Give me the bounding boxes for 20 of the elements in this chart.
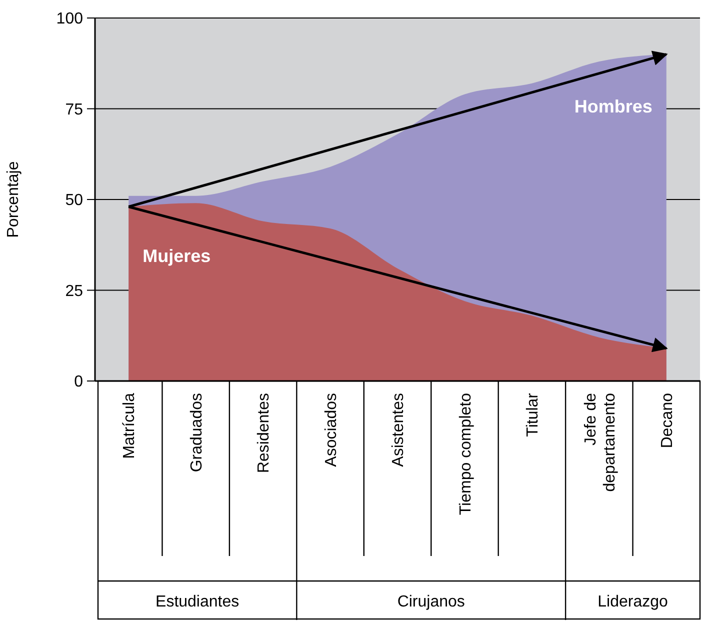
y-tick-label: 100	[56, 10, 84, 28]
x-tick-label: Asociados	[322, 393, 340, 467]
x-tick-label: Tiempo completo	[457, 392, 474, 516]
y-tick-label: 25	[65, 282, 84, 300]
text: Estudiantes	[156, 594, 240, 611]
series-label: Mujeres	[142, 246, 211, 266]
x-tick-label: Matrícula	[121, 392, 138, 459]
y-tick-label: 0	[74, 374, 84, 391]
text: Liderazgo	[598, 594, 668, 611]
x-tick-label: Decano	[658, 392, 676, 448]
x-tick-label: Asistentes	[390, 393, 408, 467]
series-label: Hombres	[574, 96, 652, 116]
x-tick-label: Residentes	[256, 393, 273, 474]
x-tick-label: Jefe de departamento	[582, 392, 618, 492]
y-tick-label: 75	[65, 101, 84, 118]
y-tick-label: 50	[65, 192, 84, 210]
y-axis-title: Porcentaje	[5, 161, 22, 238]
x-tick-label: Graduados	[188, 393, 206, 472]
x-tick-label: Titular	[524, 392, 542, 437]
text: Cirujanos	[397, 594, 465, 611]
